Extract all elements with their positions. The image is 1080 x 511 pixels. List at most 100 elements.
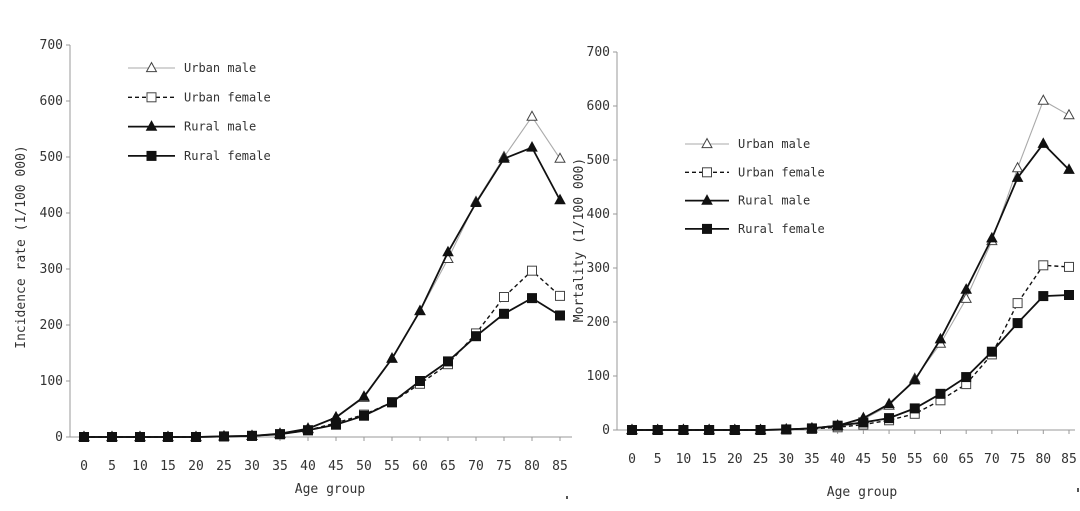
point-marker bbox=[1037, 137, 1050, 148]
point-marker bbox=[134, 430, 146, 442]
legend-label: Urban female bbox=[738, 165, 825, 179]
y-tick-label: 0 bbox=[602, 423, 610, 438]
point-marker bbox=[857, 411, 870, 423]
point-marker bbox=[443, 356, 453, 367]
point-marker bbox=[1012, 298, 1023, 309]
y-tick-label: 500 bbox=[587, 153, 610, 168]
point-marker bbox=[1037, 94, 1050, 105]
y-axis-label: Incidence rate (1/100 000) bbox=[14, 145, 29, 349]
y-tick-label: 0 bbox=[55, 430, 63, 445]
point-marker bbox=[527, 265, 537, 276]
y-tick-label: 300 bbox=[40, 262, 63, 277]
x-tick-label: 10 bbox=[676, 452, 692, 467]
x-tick-label: 85 bbox=[552, 459, 568, 474]
point-marker bbox=[1063, 108, 1075, 120]
legend: Urban male Urban female Rural male Rural fe… bbox=[685, 137, 825, 236]
y-tick-label: 700 bbox=[587, 45, 610, 60]
point-marker bbox=[702, 223, 712, 234]
point-marker bbox=[908, 373, 921, 385]
x-tick-label: 0 bbox=[80, 459, 88, 474]
y-tick-label: 100 bbox=[587, 369, 610, 384]
point-marker bbox=[555, 310, 565, 321]
point-marker bbox=[246, 429, 258, 440]
series-line bbox=[84, 146, 561, 438]
point-marker bbox=[909, 403, 920, 414]
y-tick-label: 700 bbox=[40, 38, 63, 53]
point-marker bbox=[1011, 161, 1024, 173]
point-marker bbox=[961, 372, 972, 383]
point-marker bbox=[359, 410, 369, 421]
point-marker bbox=[302, 422, 314, 433]
x-tick-label: 30 bbox=[778, 452, 794, 467]
point-marker bbox=[145, 61, 158, 73]
legend-label: Rural male bbox=[738, 194, 810, 208]
point-marker bbox=[935, 388, 946, 399]
series-line bbox=[84, 297, 561, 438]
point-marker bbox=[526, 141, 538, 152]
x-tick-label: 40 bbox=[300, 459, 316, 474]
point-marker bbox=[526, 110, 538, 121]
x-tick-label: 15 bbox=[160, 459, 176, 474]
point-marker bbox=[386, 352, 398, 363]
point-marker bbox=[1012, 318, 1023, 329]
point-marker bbox=[145, 120, 158, 131]
point-marker bbox=[471, 331, 481, 342]
series-line bbox=[632, 264, 1070, 431]
x-tick-label: 45 bbox=[328, 459, 344, 474]
point-marker bbox=[78, 430, 90, 442]
y-tick-label: 500 bbox=[40, 150, 63, 165]
legend-label: Urban female bbox=[184, 90, 271, 104]
point-marker bbox=[554, 193, 566, 205]
y-tick-label: 600 bbox=[40, 94, 63, 109]
point-marker bbox=[387, 397, 397, 408]
point-marker bbox=[499, 292, 509, 302]
point-marker bbox=[960, 283, 972, 294]
y-tick-label: 400 bbox=[40, 206, 63, 221]
x-tick-label: 65 bbox=[958, 452, 974, 467]
point-marker bbox=[677, 423, 690, 435]
stray-dot bbox=[566, 496, 568, 499]
incidence-chart: 0 100 200 300 400 500 600 700 0 5 10 15 20 25 30 35 40 45… bbox=[14, 38, 572, 497]
x-tick-label: 70 bbox=[468, 459, 484, 474]
point-marker bbox=[780, 423, 793, 434]
point-marker bbox=[934, 332, 947, 344]
point-marker bbox=[146, 150, 157, 161]
legend-label: Urban male bbox=[738, 137, 810, 151]
point-marker bbox=[218, 430, 230, 441]
series-line bbox=[632, 142, 1070, 431]
point-marker bbox=[729, 423, 741, 435]
x-tick-label: 55 bbox=[907, 452, 923, 467]
x-tick-label: 5 bbox=[654, 452, 662, 467]
mortality-chart: 0 100 200 300 400 500 600 700 0 5 10 15 20 25 30 35 40 45… bbox=[572, 45, 1077, 500]
point-marker bbox=[1038, 260, 1049, 271]
point-marker bbox=[986, 346, 997, 357]
point-marker bbox=[1063, 163, 1075, 174]
point-marker bbox=[986, 231, 998, 243]
point-marker bbox=[960, 292, 972, 303]
x-tick-label: 50 bbox=[356, 459, 372, 474]
point-marker bbox=[146, 92, 157, 103]
point-marker bbox=[415, 376, 425, 386]
legend-label: Rural male bbox=[184, 120, 256, 134]
point-marker bbox=[831, 419, 844, 430]
x-tick-label: 20 bbox=[727, 452, 743, 467]
y-tick-label: 200 bbox=[587, 315, 610, 330]
point-marker bbox=[1064, 261, 1074, 272]
point-marker bbox=[470, 196, 482, 208]
x-tick-label: 65 bbox=[440, 459, 456, 474]
point-marker bbox=[703, 423, 715, 435]
x-tick-label: 75 bbox=[1010, 452, 1026, 467]
x-tick-label: 85 bbox=[1061, 452, 1077, 467]
point-marker bbox=[527, 293, 537, 304]
y-tick-label: 200 bbox=[40, 318, 63, 333]
point-marker bbox=[1064, 290, 1074, 300]
x-tick-label: 80 bbox=[1035, 452, 1051, 467]
point-marker bbox=[414, 304, 426, 316]
point-marker bbox=[162, 430, 174, 442]
point-marker bbox=[883, 397, 895, 409]
x-tick-label: 55 bbox=[384, 459, 400, 474]
x-tick-label: 5 bbox=[108, 459, 116, 474]
x-tick-label: 70 bbox=[984, 452, 1000, 467]
y-tick-label: 100 bbox=[40, 374, 63, 389]
